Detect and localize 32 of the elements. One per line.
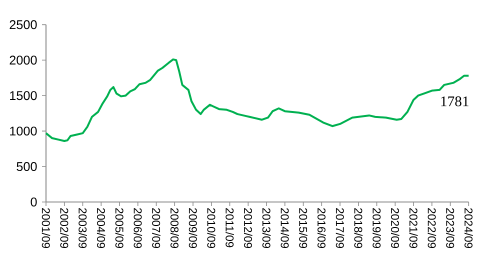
x-tick-label: 2007/09 <box>152 208 160 248</box>
x-tick-label: 2011/09 <box>226 208 234 248</box>
x-tick-label: 2014/09 <box>280 208 290 248</box>
x-tick-label: 2003/09 <box>78 208 87 248</box>
x-tick-label: 2013/09 <box>262 208 271 248</box>
y-tick-label: 2000 <box>10 56 37 65</box>
x-tick-label: 2016/09 <box>317 208 326 248</box>
x-tick-label: 2008/09 <box>170 208 179 248</box>
y-tick-label: 1500 <box>10 91 37 100</box>
x-tick-label: 2015/09 <box>299 208 308 248</box>
y-tick-label: 1000 <box>10 126 37 136</box>
line-series <box>45 58 470 142</box>
x-tick-label: 2004/09 <box>96 208 106 248</box>
x-tick-label: 2022/09 <box>428 208 436 248</box>
y-tick-label: 2500 <box>10 20 37 30</box>
x-tick-label: 2001/09 <box>42 208 50 248</box>
y-tick-label: 0 <box>30 198 37 206</box>
x-tick-label: 2018/09 <box>354 208 363 248</box>
x-tick-label: 2002/09 <box>60 208 69 248</box>
x-tick-label: 2021/09 <box>409 208 418 248</box>
x-tick-label: 2012/09 <box>244 208 252 248</box>
x-tick-label: 2005/09 <box>115 208 124 248</box>
x-tick-label: 2020/09 <box>391 208 400 248</box>
x-tick-label: 2009/09 <box>188 208 198 248</box>
x-tick-label: 2024/09 <box>464 208 473 248</box>
x-tick-label: 2019/09 <box>372 208 381 248</box>
x-tick-label: 2023/09 <box>446 208 454 248</box>
x-tick-label: 2006/09 <box>134 208 142 248</box>
x-tick-label: 2010/09 <box>207 208 216 248</box>
y-tick-label: 500 <box>16 162 37 172</box>
annotation: 1781 <box>441 96 468 106</box>
x-tick-label: 2017/09 <box>336 208 344 248</box>
